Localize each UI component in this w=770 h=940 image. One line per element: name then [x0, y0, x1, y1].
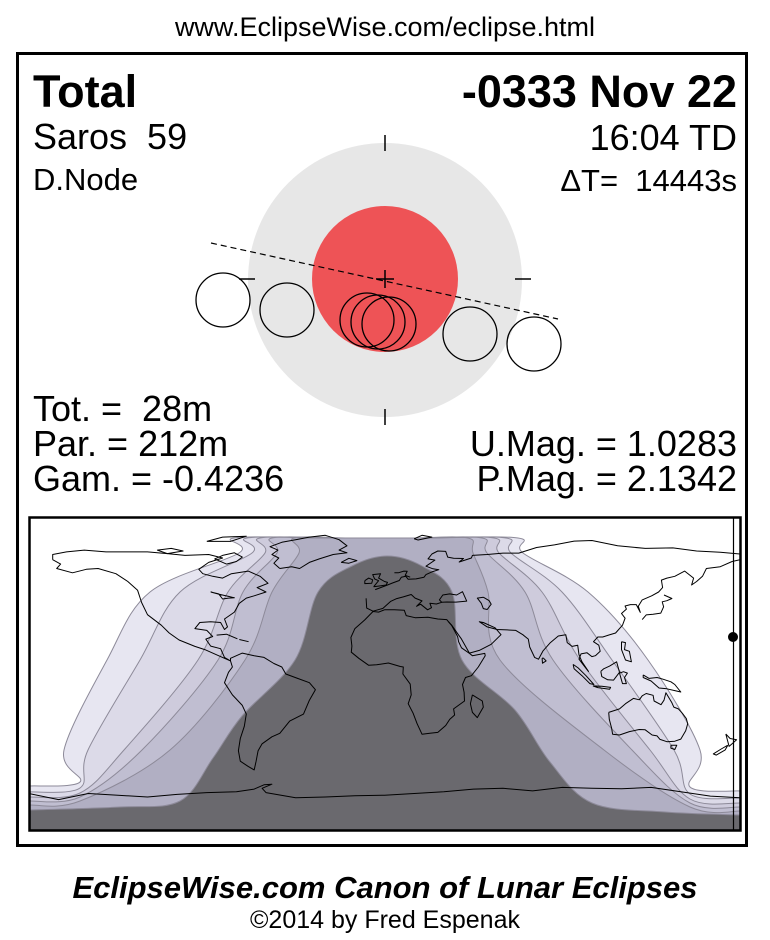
coastline [372, 573, 388, 588]
coastline [156, 547, 184, 555]
coastline [216, 633, 238, 640]
coastline [448, 559, 740, 672]
delta-t: ΔT= 14443s [560, 163, 737, 198]
stat-partial-duration: Par. = 212m [33, 423, 229, 464]
coastline [608, 692, 689, 743]
coastline [541, 657, 547, 664]
moon-circle [195, 272, 251, 328]
coastline [210, 591, 235, 600]
coastline [621, 641, 632, 663]
coastline [642, 674, 682, 693]
coastline [712, 744, 729, 756]
map-frame [28, 516, 742, 832]
node-type: D.Node [33, 162, 139, 197]
map-band-total-visibility [30, 556, 740, 830]
coastline [600, 661, 620, 681]
coastline [725, 733, 738, 747]
stat-gamma: Gam. = -0.4236 [33, 458, 285, 499]
coastline [469, 694, 484, 719]
stat-penumbral-magnitude: P.Mag. = 2.1342 [476, 458, 737, 499]
coastline [269, 534, 348, 569]
moon-circle [442, 306, 498, 362]
footer-title: EclipseWise.com Canon of Lunar Eclipses [72, 870, 698, 905]
coastline [52, 549, 269, 662]
coastline [350, 609, 486, 735]
stat-umbral-magnitude: U.Mag. = 1.0283 [469, 423, 737, 464]
coastline [413, 534, 433, 541]
coastline [340, 557, 358, 564]
coastline [30, 783, 740, 801]
stat-totality-duration: Tot. = 28m [33, 388, 213, 429]
coastline [214, 552, 243, 565]
coastline [619, 671, 628, 685]
coastline [476, 596, 492, 610]
coastline [641, 594, 673, 620]
moon-circle [259, 282, 315, 338]
moon-circle [506, 316, 562, 372]
footer-copyright: ©2014 by Fred Espenak [250, 906, 520, 934]
header-url: www.EclipseWise.com/eclipse.html [174, 12, 596, 42]
moon-circle [361, 296, 417, 352]
coastline [239, 639, 249, 643]
saros-number: Saros 59 [33, 116, 188, 157]
eclipse-date: -0333 Nov 22 [461, 66, 737, 117]
coastline [394, 570, 411, 578]
eclipse-time: 16:04 TD [589, 117, 737, 158]
map-band-boundary [30, 536, 740, 814]
coastline [572, 663, 595, 685]
eclipse-type: Total [33, 66, 138, 117]
coastline [206, 535, 247, 542]
coastline [365, 591, 468, 612]
eclipse-card [16, 52, 748, 847]
map-band-boundary [30, 555, 740, 816]
coastline [592, 685, 612, 690]
coastline [375, 540, 740, 591]
coastline [364, 577, 374, 585]
visibility-map [30, 518, 740, 830]
coastline [224, 652, 316, 771]
zenith-point-dot [728, 632, 738, 642]
coastline [670, 744, 678, 750]
